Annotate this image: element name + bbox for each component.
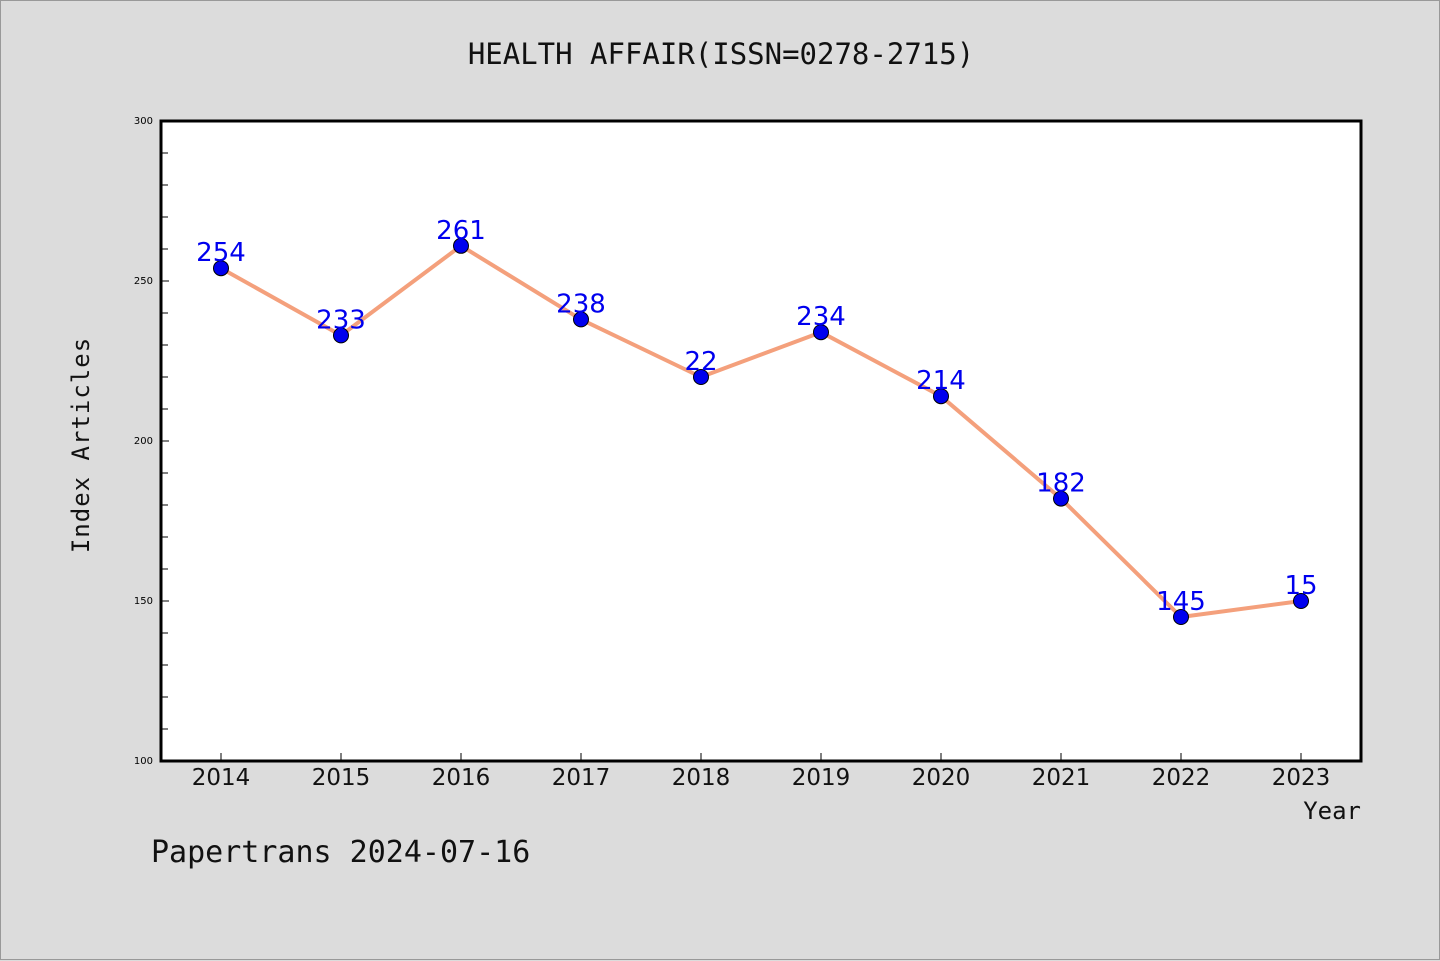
- data-label: 214: [916, 366, 966, 396]
- data-point: [1293, 593, 1309, 609]
- data-label: 238: [556, 289, 606, 319]
- data-point: [1053, 490, 1069, 507]
- data-label: 261: [436, 216, 486, 246]
- y-tick-label: 200: [134, 436, 153, 447]
- chart-title: HEALTH AFFAIR(ISSN=0278-2715): [467, 37, 975, 71]
- data-label: 234: [796, 302, 846, 332]
- data-label: 22: [684, 347, 717, 377]
- x-tick-label: 2019: [792, 765, 851, 791]
- x-tick-label: 2016: [432, 765, 491, 791]
- x-tick-label: 2022: [1152, 765, 1211, 791]
- data-point: [693, 369, 709, 385]
- footer-credit: Papertrans 2024-07-16: [151, 835, 531, 870]
- y-tick-label: 150: [134, 596, 153, 607]
- x-tick-label: 2020: [912, 765, 971, 791]
- data-label: 182: [1036, 469, 1086, 499]
- y-tick-label: 100: [134, 756, 153, 767]
- y-tick-label: 250: [134, 276, 153, 287]
- x-tick-label: 2021: [1032, 765, 1091, 791]
- data-label: 233: [316, 305, 366, 335]
- data-point: [213, 260, 229, 277]
- data-point: [933, 388, 949, 405]
- series-line: [220, 243, 1302, 619]
- y-tick-label: 300: [134, 116, 153, 127]
- x-axis-label: Year: [1303, 797, 1361, 825]
- x-tick-label: 2018: [672, 765, 731, 791]
- data-point: [573, 311, 589, 328]
- x-tick-label: 2015: [312, 765, 371, 791]
- data-label: 254: [196, 238, 246, 268]
- x-tick-label: 2023: [1272, 765, 1331, 791]
- data-point: [1173, 609, 1189, 625]
- data-point: [333, 327, 349, 344]
- x-tick-label: 2017: [552, 765, 611, 791]
- plot-area: [159, 119, 1363, 763]
- data-point: [453, 237, 469, 254]
- data-label: 145: [1156, 587, 1206, 617]
- data-point: [813, 324, 829, 341]
- x-tick-label: 2014: [192, 765, 251, 791]
- data-label: 15: [1284, 571, 1317, 601]
